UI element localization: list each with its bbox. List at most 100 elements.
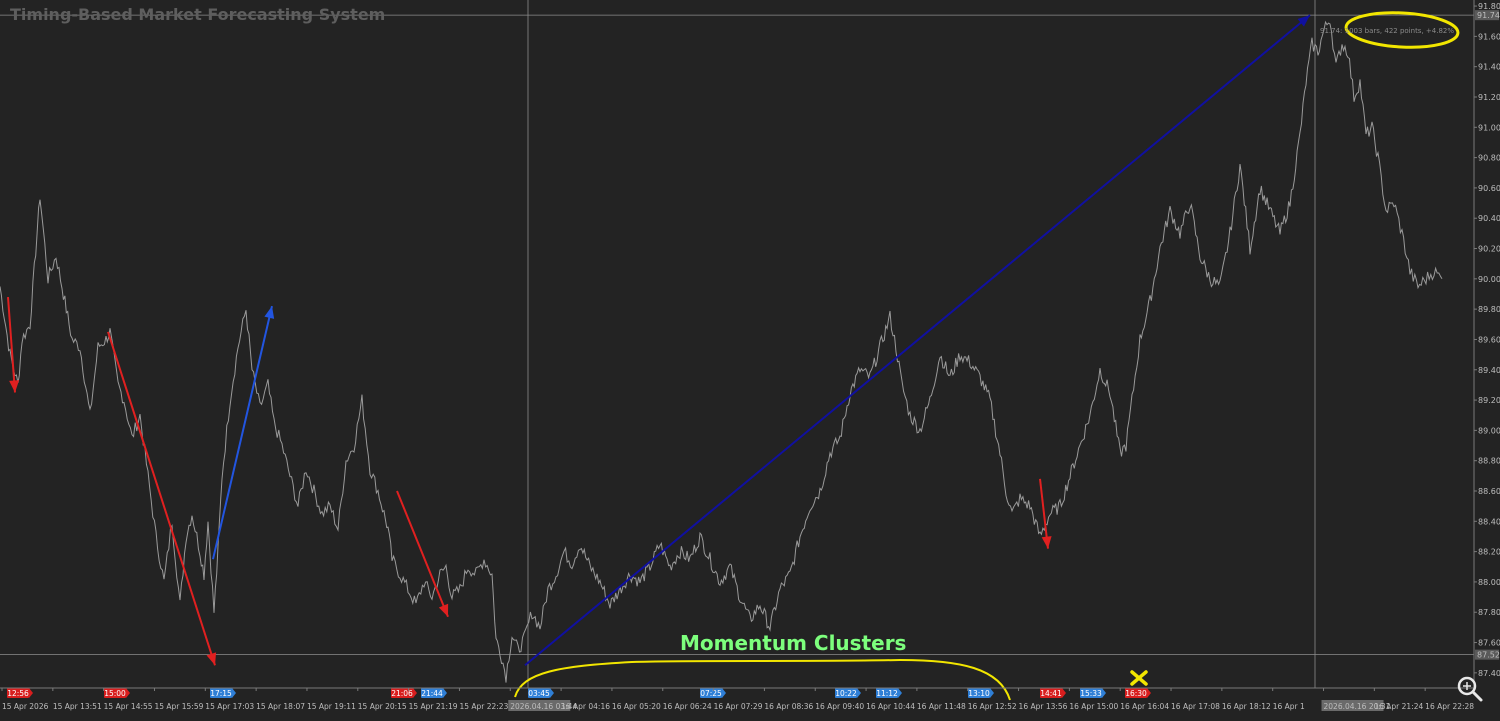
time-marker-badge xyxy=(700,688,722,698)
time-marker-badge xyxy=(876,688,898,698)
x-tick-label: 16 Apr 15:00 xyxy=(1069,702,1118,711)
x-tick-label: 16 Apr 07:29 xyxy=(714,702,763,711)
time-marker-label: 10:22 xyxy=(835,689,857,698)
y-tick-label: 90.00 xyxy=(1478,275,1500,284)
x-tick-label: 16 Apr 08:36 xyxy=(764,702,813,711)
time-markers-layer: 12:56 15:00 17:15 21:06 21:44 03:45 07:25 10:22… xyxy=(7,688,1151,698)
magnifier-zoom-icon[interactable] xyxy=(1457,676,1483,702)
y-tick-label: 88.40 xyxy=(1478,517,1500,526)
time-marker-badge xyxy=(1080,688,1102,698)
highlight-ellipse xyxy=(1344,11,1460,49)
x-tick-label: 16 Apr 06:24 xyxy=(663,702,712,711)
x-tick-label: 16 Apr 05:20 xyxy=(612,702,661,711)
x-tick-label: 15 Apr 22:23 xyxy=(459,702,508,711)
x-tick-label: 16 Apr 10:44 xyxy=(866,702,915,711)
momentum-cluster-bracket xyxy=(514,658,1011,701)
time-marker-label: 15:33 xyxy=(1080,689,1102,698)
x-tick-label: 15 Apr 18:07 xyxy=(256,702,305,711)
time-marker-tip xyxy=(443,688,447,698)
time-marker-label: 21:44 xyxy=(421,689,443,698)
time-marker-label: 07:25 xyxy=(700,689,722,698)
x-tick-label: 15 Apr 17:03 xyxy=(205,702,254,711)
time-marker-badge xyxy=(104,688,126,698)
time-marker-label: 16:30 xyxy=(1125,689,1147,698)
y-tick-label: 90.20 xyxy=(1478,245,1500,254)
trend-arrow-head xyxy=(438,603,449,617)
time-marker-tip xyxy=(898,688,902,698)
x-tick-label: 16 Apr 18:12 xyxy=(1222,702,1271,711)
time-marker-label: 03:45 xyxy=(528,689,550,698)
annotations-layer: Timing-Based Market Forecasting System M… xyxy=(10,5,1460,701)
y-tick-label: 90.60 xyxy=(1478,184,1500,193)
trend-arrow-head xyxy=(1041,536,1052,549)
time-marker-label: 12:56 xyxy=(7,689,29,698)
time-marker-tip xyxy=(29,688,33,698)
time-marker-tip xyxy=(722,688,726,698)
time-marker-tip xyxy=(1062,688,1066,698)
y-tick-label: 91.00 xyxy=(1478,123,1500,132)
time-marker-tip xyxy=(126,688,130,698)
y-tick-label: 89.60 xyxy=(1478,335,1500,344)
y-tick-label: 91.20 xyxy=(1478,93,1500,102)
y-tick-label: 91.80 xyxy=(1478,2,1500,11)
y-tick-label: 89.40 xyxy=(1478,366,1500,375)
cluster-label: Momentum Clusters xyxy=(680,631,906,655)
y-tick-label: 91.40 xyxy=(1478,63,1500,72)
x-tick-label: 16 Apr 13:56 xyxy=(1019,702,1068,711)
x-tick-label: 16 Apr 09:40 xyxy=(815,702,864,711)
x-tick-label: 15 Apr 20:15 xyxy=(358,702,407,711)
time-marker-label: 21:06 xyxy=(391,689,413,698)
x-tick-label: 15 Apr 21:19 xyxy=(409,702,458,711)
reference-lines-layer xyxy=(0,0,1474,688)
y-tick-label: 88.60 xyxy=(1478,487,1500,496)
trend-arrow-line xyxy=(212,305,273,560)
trend-arrow-head xyxy=(9,380,20,393)
x-tick-highlight xyxy=(508,700,571,711)
x-tick-label: 16 Apr 1 xyxy=(1273,702,1305,711)
y-tick-label: 89.00 xyxy=(1478,426,1500,435)
chart-title: Timing-Based Market Forecasting System xyxy=(10,5,385,24)
time-marker-label: 13:10 xyxy=(968,689,990,698)
time-marker-badge xyxy=(968,688,990,698)
y-tick-label: 87.60 xyxy=(1478,639,1500,648)
price-series-layer xyxy=(0,20,1443,683)
x-tick-label: 16 Apr 12:52 xyxy=(968,702,1017,711)
price-flag-label: 87.52 xyxy=(1477,651,1500,660)
time-marker-tip xyxy=(1102,688,1106,698)
range-annotation: 91.74: 1003 bars, 422 points, +4.82% xyxy=(1320,27,1454,35)
time-marker-badge xyxy=(835,688,857,698)
x-tick-label: 2026.04.16 20:31 xyxy=(1324,702,1391,711)
time-marker-badge xyxy=(1040,688,1062,698)
time-marker-tip xyxy=(550,688,554,698)
trend-arrow-head xyxy=(206,652,217,666)
trend-arrow-line xyxy=(107,331,216,666)
x-tick-label: 16 Apr 22:28 xyxy=(1425,702,1474,711)
y-tick-label: 89.20 xyxy=(1478,396,1500,405)
time-marker-tip xyxy=(857,688,861,698)
x-tick-label: 2026.04.16 03:44 xyxy=(510,702,577,711)
time-marker-badge xyxy=(7,688,29,698)
trend-arrow-head xyxy=(1297,15,1310,27)
time-marker-badge xyxy=(421,688,443,698)
x-tick-label: 16 Apr 11:48 xyxy=(917,702,966,711)
time-marker-label: 17:15 xyxy=(210,689,232,698)
time-marker-tip xyxy=(990,688,994,698)
y-tick-label: 90.40 xyxy=(1478,214,1500,223)
time-marker-badge xyxy=(210,688,232,698)
x-tick-label: 16 Apr 04:16 xyxy=(561,702,610,711)
time-marker-badge xyxy=(1125,688,1147,698)
y-tick-label: 89.80 xyxy=(1478,305,1500,314)
time-marker-label: 11:12 xyxy=(876,689,898,698)
x-tick-label: 15 Apr 2026 xyxy=(2,702,49,711)
yellow-cross-marker-icon xyxy=(1130,670,1148,686)
y-tick-label: 87.80 xyxy=(1478,608,1500,617)
time-marker-badge xyxy=(391,688,413,698)
time-marker-tip xyxy=(1147,688,1151,698)
y-tick-label: 88.20 xyxy=(1478,548,1500,557)
x-tick-label: 16 Apr 16:04 xyxy=(1120,702,1169,711)
price-flag xyxy=(1475,649,1499,660)
y-tick-label: 90.80 xyxy=(1478,154,1500,163)
